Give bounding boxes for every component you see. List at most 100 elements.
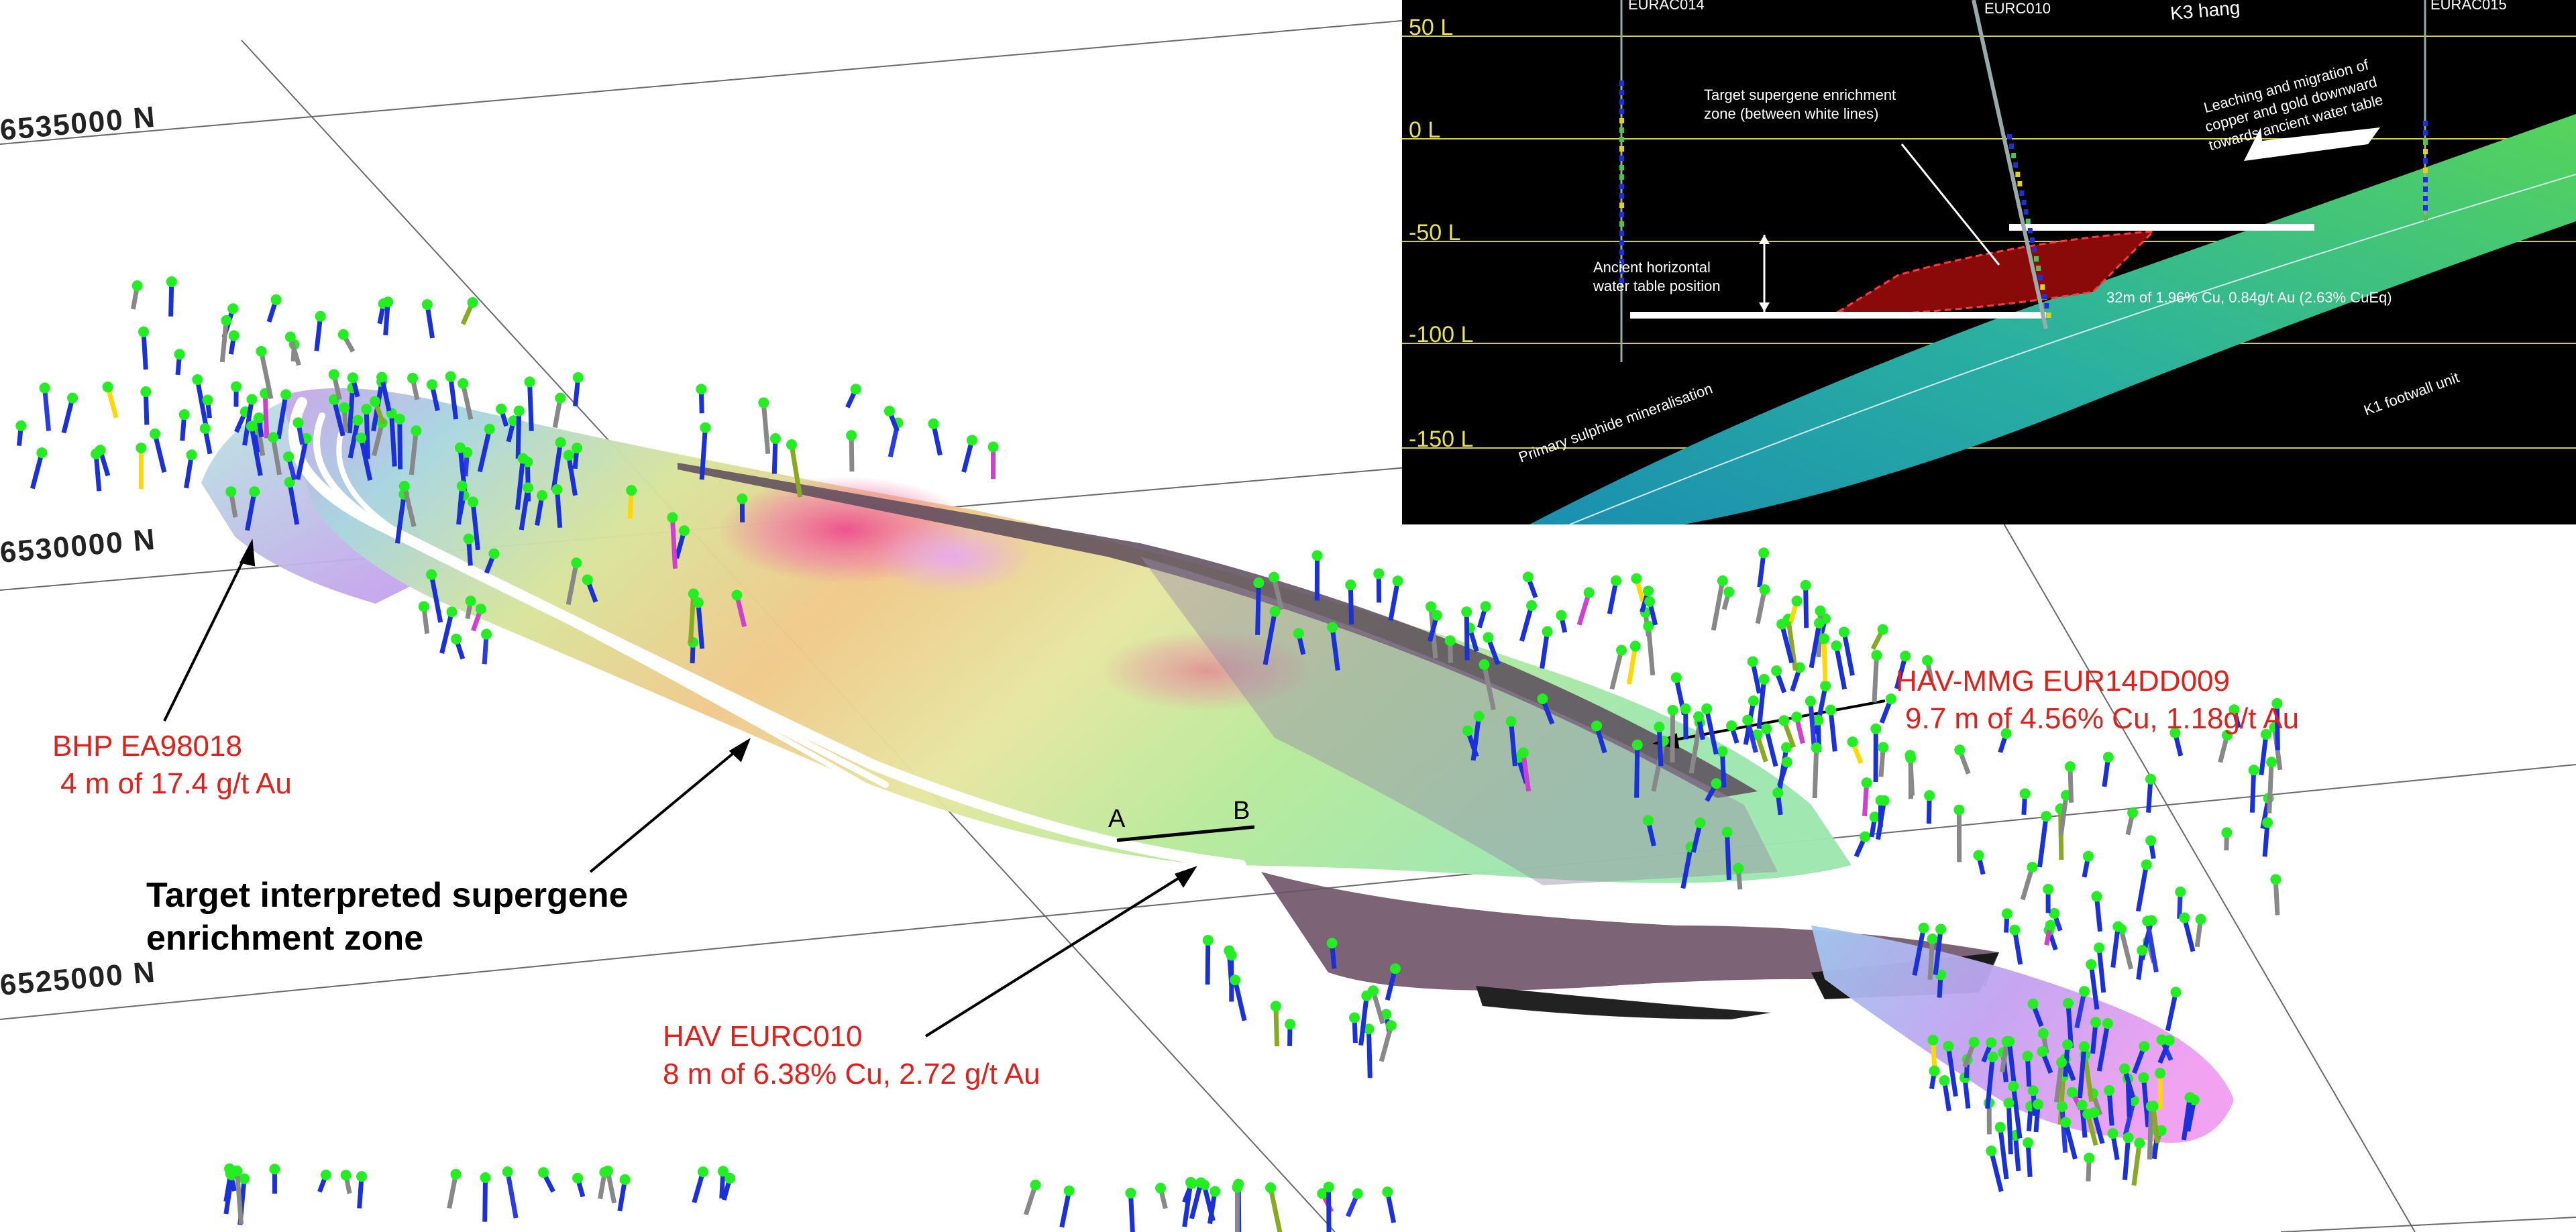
drill-collar [481, 628, 492, 640]
drill-hole-trace [2058, 795, 2069, 836]
drill-collar [249, 486, 260, 498]
drill-hole-trace [2082, 1054, 2094, 1103]
drill-collar [758, 397, 769, 408]
drill-hole-trace [1894, 655, 1908, 689]
drill-collar [1381, 1009, 1392, 1020]
drill-collar [850, 384, 861, 395]
drill-collar [1918, 922, 1929, 934]
assay-segment [1619, 174, 1624, 180]
drill-collar [484, 423, 495, 435]
drill-collar [1742, 714, 1754, 726]
drill-collar [2027, 861, 2038, 873]
drill-collar [1723, 586, 1735, 598]
drill-hole-trace [152, 433, 167, 473]
drill-collar [426, 569, 437, 580]
drill-hole-trace [2096, 947, 2106, 993]
drill-hole-trace [2118, 928, 2134, 970]
drill-hole-trace [2135, 864, 2149, 912]
drill-collar [315, 311, 326, 322]
drill-collar [2063, 997, 2074, 1009]
drill-collar [339, 402, 350, 413]
drill-hole-trace [1609, 649, 1624, 690]
drill-collar [15, 420, 27, 431]
drill-collar [246, 394, 258, 405]
drill-collar [426, 379, 437, 390]
drill-hole-trace [515, 458, 526, 510]
drill-hole-trace [402, 486, 417, 527]
drill-collar [2049, 907, 2060, 919]
drill-hole-trace [364, 408, 370, 459]
drill-collar [394, 413, 405, 425]
drill-collar [1327, 622, 1338, 633]
drill-collar [538, 1167, 549, 1178]
drill-hole-trace [527, 382, 534, 431]
drill-collar [36, 447, 48, 459]
drill-collar [717, 1166, 729, 1177]
assay-segment [2023, 209, 2029, 215]
drill-collar [231, 1165, 243, 1176]
assay-segment [1619, 109, 1624, 114]
drill-hole-trace [1576, 592, 1592, 626]
drill-hole-trace [1263, 611, 1277, 665]
drill-collar [2102, 751, 2114, 763]
drill-collar [1680, 703, 1691, 714]
drill-collar [2139, 1041, 2150, 1052]
drill-collar [1629, 640, 1641, 652]
assay-segment [2029, 237, 2035, 243]
drill-hole-trace [2006, 1103, 2013, 1155]
drill-collar [463, 533, 474, 545]
mmg-hole-detail: 9.7 m of 4.56% Cu, 1.18g/t Au [1905, 702, 2300, 735]
drill-collar [2037, 1027, 2049, 1039]
drill-collar [1939, 1075, 1950, 1086]
drill-hole-trace [551, 442, 564, 491]
drill-collar [2112, 921, 2124, 932]
bhp-hole-detail: 4 m of 17.4 g/t Au [60, 767, 292, 800]
assay-segment [1619, 80, 1624, 86]
drill-hole-trace [2068, 766, 2074, 803]
drill-hole-trace [2059, 1106, 2068, 1153]
assay-segment [2017, 181, 2023, 186]
drill-collar [337, 329, 349, 340]
assay-segment [2423, 168, 2428, 173]
drill-hole-trace [1627, 645, 1638, 685]
drill-collar [502, 1166, 513, 1178]
drill-collar [2094, 942, 2105, 954]
drill-collar [465, 596, 476, 607]
assay-segment [1619, 156, 1624, 161]
drill-hole-trace [505, 1171, 519, 1219]
drill-collar [1800, 579, 1811, 591]
drill-collar [268, 432, 279, 443]
drill-collar [347, 372, 358, 384]
drill-hole-trace [1764, 728, 1778, 767]
drill-hole-trace [331, 398, 345, 437]
drill-collar [166, 276, 177, 288]
hole-label-eurac015: EURAC015 [2430, 0, 2507, 13]
level-label-0: 0 L [1409, 117, 1441, 143]
assay-segment [1619, 221, 1624, 227]
drill-hole-trace [409, 430, 419, 475]
drill-collar [221, 315, 232, 326]
drill-collar [39, 382, 50, 394]
drill-collar [1611, 575, 1622, 586]
drill-collar [696, 384, 707, 395]
drill-collar [1363, 1023, 1375, 1035]
drill-collar [2082, 850, 2094, 862]
drill-collar [467, 297, 478, 309]
drill-collar [496, 403, 507, 414]
supergene-target-zone [1835, 230, 2156, 317]
drill-collar [1389, 963, 1401, 974]
hole-label-eurc010: EURC010 [1984, 0, 2051, 17]
drill-collar [1311, 550, 1323, 561]
assay-segment [1619, 137, 1624, 142]
drill-hole-trace [566, 455, 578, 496]
drill-collar [1878, 795, 1890, 806]
drill-hole-trace [1803, 585, 1809, 628]
drill-collar [572, 443, 583, 454]
drill-collar [1473, 710, 1485, 722]
drill-collar [1986, 1037, 1997, 1048]
drill-hole-trace [223, 1174, 234, 1215]
assay-segment [1619, 146, 1624, 152]
drill-hole-trace [383, 301, 390, 336]
drill-collar [1326, 938, 1338, 949]
